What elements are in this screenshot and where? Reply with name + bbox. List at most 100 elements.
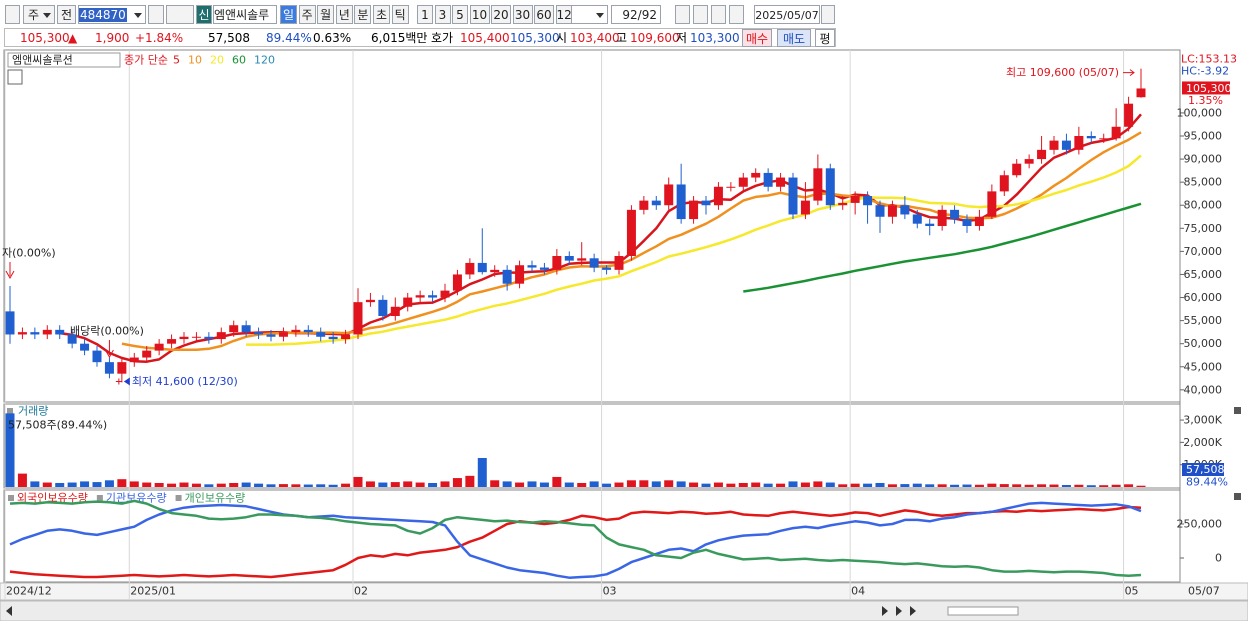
period-button[interactable]: 1 [417, 5, 433, 24]
code-input[interactable]: 484870 [78, 5, 146, 24]
volume-bar [838, 484, 848, 487]
volume-bar [676, 481, 686, 487]
candle-body [80, 343, 90, 351]
lc-label: LC:153.13 [1181, 53, 1237, 66]
stock-name[interactable]: 엠앤씨솔루 [213, 5, 277, 24]
legend-entry: 10 [188, 54, 202, 67]
volume-bar [117, 479, 127, 487]
volume-bar [440, 481, 450, 487]
period-button[interactable]: 20 [491, 5, 511, 24]
period-button[interactable]: 분 [354, 5, 372, 24]
volume-bar [5, 413, 15, 487]
candle-body [539, 267, 549, 270]
sell-button[interactable]: 매도 [777, 29, 811, 47]
candle-body [850, 196, 860, 203]
period-button[interactable]: 3 [434, 5, 451, 24]
period-button[interactable]: 초 [373, 5, 390, 24]
zoom-slider[interactable] [947, 606, 1019, 616]
date[interactable]: 2025/05/07 [754, 5, 820, 24]
low-cross [115, 378, 122, 385]
candle-body [452, 274, 462, 291]
high-label: 고 [616, 31, 628, 45]
x-tick-label: 05 [1125, 585, 1139, 598]
candle-body [813, 168, 823, 201]
legend-entry: 외국인보유수량 [17, 492, 88, 505]
y-tick-label: 60,000 [1184, 291, 1223, 304]
candle-body [651, 200, 661, 206]
volume-bar [664, 480, 674, 487]
settings-icon[interactable] [7, 69, 23, 85]
legend-entry: 60 [232, 54, 246, 67]
volume-bar [104, 480, 114, 487]
period-button[interactable]: 틱 [391, 5, 409, 24]
x-tick-label: 2025/01 [130, 585, 176, 598]
low-annotation: 최저 41,600 (12/30) [132, 375, 238, 388]
period-button[interactable]: 일 [280, 5, 297, 24]
y-tick-label: 75,000 [1184, 222, 1223, 235]
volume-bar [129, 481, 139, 487]
candle-body [502, 269, 512, 284]
period-button[interactable]: 년 [335, 5, 353, 24]
blank-select[interactable] [571, 5, 608, 24]
candle-body [1136, 88, 1146, 98]
y-tick-label: 250,000 [1177, 517, 1223, 530]
candle-body [266, 334, 276, 337]
volume-bar [776, 483, 786, 487]
candle-body [465, 262, 475, 275]
candle-body [738, 177, 748, 187]
volume-bar [502, 481, 512, 487]
candle-body [341, 334, 351, 340]
tool-icon[interactable] [675, 5, 690, 24]
buy-button[interactable]: 매수 [742, 29, 772, 47]
scroll-left[interactable] [6, 606, 12, 616]
y-tick-label: 0 [1215, 551, 1222, 564]
candle-body [167, 339, 177, 344]
candle-body [987, 191, 997, 217]
candle-body [1037, 149, 1047, 160]
candle-body [1061, 140, 1071, 150]
last-volume-box [1182, 463, 1224, 476]
period-button[interactable]: 월 [317, 5, 335, 24]
scroll-controls[interactable] [882, 606, 916, 616]
period-button[interactable]: 10 [469, 5, 490, 24]
avg-button[interactable]: 평 [815, 29, 835, 47]
volume-bar [589, 481, 599, 487]
candle-body [552, 256, 562, 270]
scrollbar[interactable] [0, 600, 1248, 621]
tool-icon[interactable] [711, 5, 726, 24]
holdings-line [9, 501, 1142, 579]
tool-icon[interactable] [693, 5, 708, 24]
moving-average [743, 202, 1142, 293]
volume-bar [1111, 484, 1121, 487]
period-button[interactable]: 60 [534, 5, 554, 24]
scope[interactable]: 전 [57, 5, 76, 24]
period-button[interactable]: 30 [512, 5, 533, 24]
y-tick-label: 2,000K [1183, 436, 1222, 449]
sound-icon[interactable] [166, 5, 194, 24]
search-icon[interactable] [148, 5, 164, 24]
volume-bar [17, 473, 27, 487]
menu-icon[interactable] [5, 5, 20, 24]
panel-close[interactable] [1234, 493, 1241, 500]
holdings-line [9, 499, 1142, 577]
period-button[interactable]: 5 [452, 5, 468, 24]
period-button[interactable]: 주 [298, 5, 316, 24]
candle-body [1124, 103, 1134, 127]
tool-icon[interactable] [729, 5, 744, 24]
panel-close[interactable] [1234, 407, 1241, 414]
candle-body [1012, 163, 1022, 176]
price: 105,300 [20, 31, 70, 45]
market-select[interactable]: 주 [23, 5, 55, 24]
candle-body [800, 200, 810, 215]
event-label: 자(0.00%) [2, 247, 56, 260]
volume-bar [42, 482, 52, 487]
volume-bar [1049, 484, 1059, 487]
candle-body [838, 202, 848, 206]
bid: 105,300 [510, 31, 560, 45]
calendar-icon[interactable] [821, 5, 835, 24]
candle-body [626, 209, 636, 256]
volume-bar [900, 484, 910, 487]
candle-body [365, 299, 375, 303]
candle-body [701, 200, 711, 206]
volume-bar [204, 484, 214, 487]
